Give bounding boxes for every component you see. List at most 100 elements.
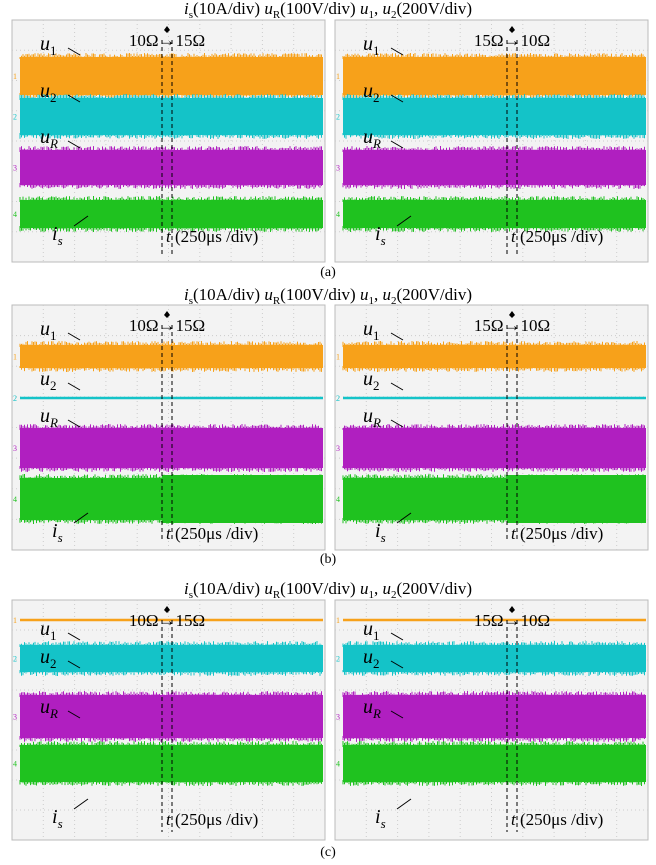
header-part: u (382, 579, 391, 598)
scope-screen: 1u12u23uR4is10Ω→15Ωt (250μs /div) (12, 20, 325, 262)
panel-caption: (c) (320, 845, 336, 860)
trace-step (507, 475, 646, 523)
channel-marker: 1 (13, 353, 17, 362)
transition-label: 15Ω→10Ω (474, 31, 550, 50)
signal-symbol: u (40, 405, 50, 427)
channel-marker: 2 (336, 113, 340, 122)
panel: is(10A/div) uR(100V/div) u1, u2(200V/div… (12, 285, 648, 567)
scope-screen: 1u12u23uR4is15Ω→10Ωt (250μs /div) (335, 305, 648, 550)
channel-marker: 3 (13, 444, 17, 453)
header-part: , (374, 285, 383, 304)
signal-sub: 2 (373, 378, 380, 393)
time-label: t (250μs /div) (511, 227, 603, 246)
time-label: t (250μs /div) (511, 810, 603, 829)
signal-symbol: u (40, 33, 50, 55)
channel-marker: 4 (336, 495, 340, 504)
trace-step (162, 475, 323, 523)
signal-symbol: u (363, 368, 373, 390)
channel-marker: 4 (13, 210, 17, 219)
channel-marker: 1 (13, 616, 17, 625)
signal-sub: 2 (373, 90, 380, 105)
channel-marker: 4 (336, 760, 340, 769)
header-part: u (382, 0, 391, 18)
header-part: (100V/div) (280, 0, 360, 18)
signal-sub: 1 (373, 328, 380, 343)
channel-marker: 4 (13, 760, 17, 769)
signal-sub: 1 (50, 328, 57, 343)
header-part: (200V/div) (396, 0, 472, 18)
time-scale: (250μs /div) (171, 524, 259, 543)
time-scale: (250μs /div) (516, 227, 604, 246)
transition-label: 15Ω→10Ω (474, 316, 550, 335)
signal-sub: 1 (50, 628, 57, 643)
channel-marker: 2 (13, 394, 17, 403)
signal-symbol: u (363, 318, 373, 340)
signal-symbol: u (40, 696, 50, 718)
signal-sub: 2 (373, 656, 380, 671)
panel: is(10A/div) uR(100V/div) u1, u2(200V/div… (12, 0, 648, 280)
header-part: u (264, 0, 273, 18)
header-part: u (360, 0, 369, 18)
channel-marker: 3 (336, 444, 340, 453)
channel-marker: 1 (336, 616, 340, 625)
signal-sub: s (58, 233, 63, 248)
figure: is(10A/div) uR(100V/div) u1, u2(200V/div… (0, 0, 656, 865)
channel-marker: 3 (336, 713, 340, 722)
panel: is(10A/div) uR(100V/div) u1, u2(200V/div… (12, 579, 648, 860)
time-label: t (250μs /div) (511, 524, 603, 543)
signal-sub: R (49, 706, 58, 721)
signal-sub: 1 (373, 628, 380, 643)
trace-band (343, 428, 646, 468)
transition-label: 10Ω→15Ω (129, 316, 205, 335)
header-part: (100V/div) (280, 285, 360, 304)
header-part: , (374, 0, 383, 18)
signal-symbol: u (363, 696, 373, 718)
transition-label: 15Ω→10Ω (474, 611, 550, 630)
time-scale: (250μs /div) (171, 810, 259, 829)
transition-label: 10Ω→15Ω (129, 611, 205, 630)
signal-sub: R (372, 136, 381, 151)
trace-band (343, 645, 646, 672)
signal-sub: R (49, 136, 58, 151)
signal-sub: 2 (50, 90, 57, 105)
time-label: t (250μs /div) (166, 524, 258, 543)
header-part: (200V/div) (396, 579, 472, 598)
signal-symbol: u (363, 405, 373, 427)
signal-symbol: u (40, 80, 50, 102)
time-label: t (250μs /div) (166, 810, 258, 829)
trace-band (343, 745, 646, 782)
panel-header: is(10A/div) uR(100V/div) u1, u2(200V/div… (184, 0, 472, 21)
signal-symbol: u (40, 618, 50, 640)
channel-marker: 1 (336, 353, 340, 362)
signal-sub: 1 (50, 43, 57, 58)
trace-band (343, 695, 646, 738)
channel-marker: 3 (336, 164, 340, 173)
signal-sub: s (381, 816, 386, 831)
channel-marker: 2 (336, 655, 340, 664)
signal-sub: 1 (373, 43, 380, 58)
trace-band (343, 200, 646, 228)
signal-sub: R (49, 415, 58, 430)
header-part: (10A/div) (193, 579, 264, 598)
channel-marker: 4 (336, 210, 340, 219)
channel-marker: 3 (13, 713, 17, 722)
trace-band (343, 150, 646, 185)
header-part: (100V/div) (280, 579, 360, 598)
panel-caption: (b) (320, 552, 337, 567)
signal-symbol: u (363, 33, 373, 55)
signal-symbol: u (40, 646, 50, 668)
channel-marker: 1 (13, 72, 17, 81)
signal-symbol: u (40, 126, 50, 148)
time-label: t (250μs /div) (166, 227, 258, 246)
header-part: u (360, 579, 369, 598)
channel-marker: 2 (336, 394, 340, 403)
channel-marker: 4 (13, 495, 17, 504)
header-part: u (360, 285, 369, 304)
trace-band (343, 57, 646, 95)
time-scale: (250μs /div) (516, 810, 604, 829)
signal-sub: 2 (50, 656, 57, 671)
header-part: u (264, 579, 273, 598)
